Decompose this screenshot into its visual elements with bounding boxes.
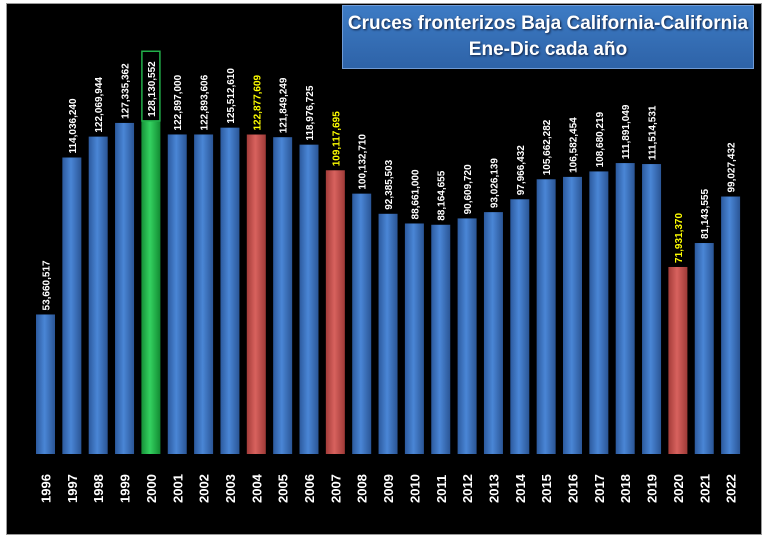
value-label-2013: 93,026,139 bbox=[489, 158, 500, 208]
year-label-2015: 2015 bbox=[539, 474, 554, 503]
value-label-2014: 97,966,432 bbox=[516, 145, 527, 195]
year-label-2013: 2013 bbox=[486, 474, 501, 503]
bar-2013 bbox=[483, 212, 503, 454]
bar-2022 bbox=[721, 196, 741, 454]
bar-2021 bbox=[694, 243, 714, 454]
bar-2001 bbox=[167, 134, 187, 454]
value-label-2011: 88,164,655 bbox=[437, 170, 448, 220]
bar-2012 bbox=[457, 218, 477, 454]
year-label-2003: 2003 bbox=[223, 474, 238, 503]
year-label-2000: 2000 bbox=[144, 474, 159, 503]
value-label-2004: 122,877,609 bbox=[252, 74, 263, 130]
bar-2010 bbox=[404, 223, 424, 454]
bar-2016 bbox=[563, 176, 582, 454]
value-label-2018: 111,891,049 bbox=[621, 104, 632, 159]
year-label-2007: 2007 bbox=[328, 474, 343, 503]
value-label-2012: 90,609,720 bbox=[463, 164, 474, 214]
value-label-2008: 100,132,710 bbox=[358, 134, 369, 190]
value-label-2005: 121,849,249 bbox=[279, 77, 290, 133]
year-label-2006: 2006 bbox=[302, 474, 317, 503]
value-label-1997: 114,036,240 bbox=[68, 98, 79, 153]
bar-2019 bbox=[642, 164, 662, 454]
bar-2014 bbox=[510, 199, 530, 454]
value-label-2019: 111,514,531 bbox=[648, 105, 659, 160]
year-label-2012: 2012 bbox=[460, 474, 475, 503]
year-label-1997: 1997 bbox=[65, 474, 80, 503]
year-label-1999: 1999 bbox=[118, 474, 133, 503]
bar-2005 bbox=[273, 137, 293, 454]
year-label-2010: 2010 bbox=[407, 474, 422, 503]
year-label-2011: 2011 bbox=[434, 475, 449, 503]
bar-1996 bbox=[36, 314, 55, 454]
year-label-2008: 2008 bbox=[355, 474, 370, 503]
year-label-2019: 2019 bbox=[645, 474, 660, 503]
bar-2020 bbox=[668, 266, 688, 454]
year-labels-layer: 1996 1997 1998 1999 2000 2001 2002 2003 2004 2005… bbox=[39, 473, 739, 503]
bar-2003 bbox=[220, 127, 240, 455]
value-label-2009: 92,385,503 bbox=[384, 159, 395, 209]
value-label-2002: 122,893,606 bbox=[200, 74, 211, 130]
bar-2018 bbox=[615, 163, 635, 454]
year-label-1998: 1998 bbox=[91, 474, 106, 503]
value-label-2017: 108,680,219 bbox=[595, 111, 606, 167]
value-label-2007: 109,117,695 bbox=[331, 111, 342, 166]
year-label-2014: 2014 bbox=[513, 473, 528, 503]
value-label-1996: 53,660,517 bbox=[42, 260, 53, 310]
year-label-1996: 1996 bbox=[39, 474, 54, 503]
bar-1998 bbox=[88, 136, 108, 454]
year-label-2017: 2017 bbox=[592, 474, 607, 503]
bar-2006 bbox=[299, 144, 319, 454]
value-label-2016: 106,582,454 bbox=[569, 117, 580, 173]
year-label-2020: 2020 bbox=[671, 474, 686, 503]
year-label-2018: 2018 bbox=[618, 474, 633, 503]
chart-title: Cruces fronterizos Baja California-Calif… bbox=[347, 13, 749, 34]
chart-title-box: Cruces fronterizos Baja California-Calif… bbox=[342, 5, 754, 69]
bar-2004 bbox=[246, 134, 266, 454]
chart-subtitle: Ene-Dic cada año bbox=[468, 39, 628, 60]
bar-2000 bbox=[141, 120, 161, 455]
value-label-1998: 122,069,944 bbox=[94, 77, 105, 133]
bar-2009 bbox=[378, 213, 398, 454]
value-label-1999: 127,335,362 bbox=[121, 63, 132, 119]
bar-2011 bbox=[431, 224, 451, 454]
value-label-2010: 88,661,000 bbox=[410, 169, 421, 219]
year-label-2002: 2002 bbox=[197, 474, 212, 503]
bar-2017 bbox=[589, 171, 609, 454]
year-label-2004: 2004 bbox=[249, 473, 264, 503]
year-label-2016: 2016 bbox=[566, 474, 581, 503]
value-labels-layer: 53,660,517 114,036,240 122,069,944 127,335,… bbox=[42, 50, 738, 310]
bar-2007 bbox=[325, 170, 345, 455]
bar-1997 bbox=[62, 157, 82, 454]
year-label-2009: 2009 bbox=[381, 474, 396, 503]
bar-1999 bbox=[115, 122, 135, 455]
bar-2015 bbox=[536, 179, 556, 454]
year-label-2005: 2005 bbox=[276, 474, 291, 503]
value-label-2022: 99,027,432 bbox=[727, 142, 738, 192]
value-label-2021: 81,143,555 bbox=[700, 189, 711, 239]
value-label-2020: 71,931,370 bbox=[674, 212, 685, 262]
year-label-2001: 2001 bbox=[170, 474, 185, 503]
value-label-2001: 122,897,000 bbox=[173, 74, 184, 130]
bar-2008 bbox=[352, 193, 372, 454]
value-label-2015: 105,662,282 bbox=[542, 119, 553, 175]
year-label-2022: 2022 bbox=[724, 474, 739, 503]
value-label-2000: 128,130,552 bbox=[147, 61, 158, 117]
max-value-highlight-box bbox=[141, 50, 161, 122]
bars-layer bbox=[36, 120, 741, 455]
year-label-2021: 2021 bbox=[697, 474, 712, 503]
bar-2002 bbox=[194, 134, 214, 455]
value-label-2003: 125,512,610 bbox=[226, 68, 237, 124]
value-label-2006: 118,976,725 bbox=[305, 85, 316, 140]
